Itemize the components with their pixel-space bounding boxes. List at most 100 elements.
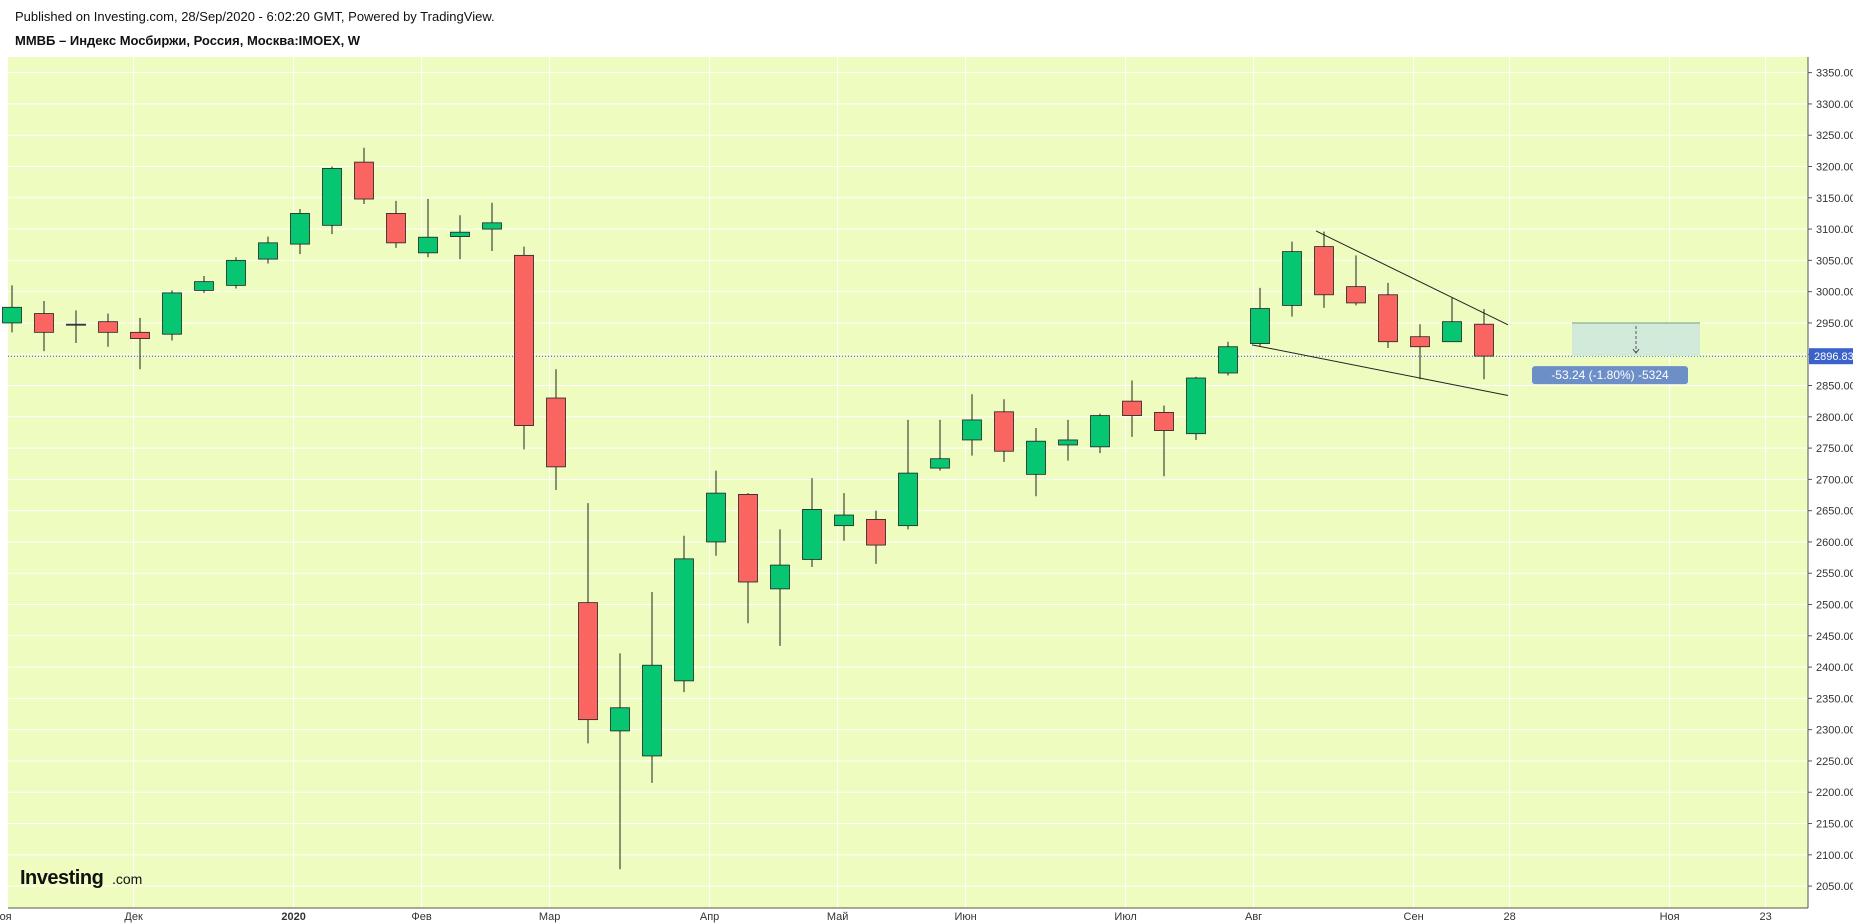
candle-body <box>706 492 726 543</box>
candle <box>610 653 630 870</box>
candle <box>834 493 854 541</box>
time-tick-label: Фев <box>411 911 431 923</box>
candle <box>738 493 758 624</box>
price-tick-label: 3250.00 <box>1816 130 1853 142</box>
candle-body <box>2 306 22 324</box>
candle <box>130 317 150 370</box>
last-price-tag <box>1809 348 1853 365</box>
candle-body <box>1154 412 1174 431</box>
candle-body <box>866 519 886 546</box>
candle <box>994 399 1014 462</box>
time-tick-label: 28 <box>1503 911 1515 923</box>
grid-lines <box>5 57 1808 908</box>
candle-body <box>386 213 406 244</box>
price-tick-label: 2150.00 <box>1816 819 1853 831</box>
candle-body <box>226 259 246 286</box>
candle <box>482 202 502 251</box>
price-tick-label: 2700.00 <box>1816 474 1853 486</box>
price-tick-label: 2550.00 <box>1816 568 1853 580</box>
price-tick-label: 2600.00 <box>1816 537 1853 549</box>
candle-body <box>354 161 374 200</box>
time-tick-label: 23 <box>1759 911 1771 923</box>
candle <box>162 290 182 341</box>
price-axis[interactable]: 2050.00 2100.00 2150.00 2200.00 2250.00 2300.… <box>1807 57 1853 908</box>
candle <box>2 285 22 333</box>
candle <box>66 310 86 343</box>
candle-body <box>674 558 694 682</box>
measure-arrow-head <box>1632 348 1640 354</box>
candle-body <box>194 281 214 291</box>
candle <box>1058 419 1078 461</box>
trendline <box>1315 230 1509 326</box>
price-tick-label: 3100.00 <box>1816 224 1853 236</box>
candle-body <box>1090 415 1110 448</box>
candle <box>1122 380 1142 437</box>
candle <box>258 236 278 264</box>
candle-body <box>162 292 182 335</box>
candle <box>418 199 438 258</box>
candle-body <box>802 509 822 560</box>
candle <box>1282 241 1302 317</box>
candle <box>546 369 566 491</box>
price-tick-label: 2250.00 <box>1816 756 1853 768</box>
candle <box>386 200 406 248</box>
price-tick-label: 3200.00 <box>1816 162 1853 174</box>
time-tick-label: Июн <box>954 911 976 923</box>
last-price-label: 2896.83 <box>1814 351 1853 363</box>
candle-body <box>290 213 310 245</box>
candle <box>1250 287 1270 347</box>
price-tick-label: 3300.00 <box>1816 99 1853 111</box>
candle-body <box>1346 286 1366 304</box>
price-tick-label: 2200.00 <box>1816 787 1853 799</box>
candle <box>898 419 918 530</box>
candle-body <box>1410 336 1430 348</box>
candle-body <box>1314 246 1334 296</box>
price-tick-label: 3150.00 <box>1816 193 1853 205</box>
candle <box>450 215 470 260</box>
candle <box>1410 324 1430 380</box>
time-tick-label: Июл <box>1114 911 1136 923</box>
candle-body <box>1282 251 1302 306</box>
price-tick-label: 2400.00 <box>1816 662 1853 674</box>
candle <box>674 535 694 693</box>
time-axis[interactable]: оя Дек 2020 Фев Мар Апр Май Июн Июл Авг Сен 28 Ноя 23 <box>0 907 1808 924</box>
time-tick-label: Сен <box>1404 911 1424 923</box>
candle <box>322 166 342 235</box>
candle <box>514 246 534 450</box>
price-tick-label: 2500.00 <box>1816 600 1853 612</box>
candle-body <box>642 664 662 757</box>
candle <box>930 419 950 471</box>
time-tick-label: Мар <box>539 911 561 923</box>
price-tick-label: 2950.00 <box>1816 318 1853 330</box>
candle-body <box>130 331 150 339</box>
candle-body <box>1186 377 1206 435</box>
candle-body <box>98 321 118 333</box>
price-tick-label: 3350.00 <box>1816 68 1853 80</box>
candle-body <box>898 472 918 527</box>
candle-body <box>1218 346 1238 374</box>
price-tick-label: 2100.00 <box>1816 850 1853 862</box>
candle <box>226 257 246 289</box>
time-tick-label: Авг <box>1245 911 1262 923</box>
candle-body <box>610 707 630 732</box>
candle <box>1474 309 1494 380</box>
candle-body <box>66 323 86 326</box>
candle-body <box>1026 440 1046 475</box>
candle-body <box>930 458 950 469</box>
candle <box>1378 282 1398 348</box>
candle-body <box>546 397 566 468</box>
price-axis-bg <box>1808 57 1853 908</box>
logo-word: Investing <box>20 867 103 889</box>
candle <box>1346 255 1366 306</box>
measure-tool[interactable]: -53.24 (-1.80%) -5324 <box>1532 322 1700 385</box>
candle-body <box>482 222 502 230</box>
candle <box>290 209 310 255</box>
candles-group <box>2 147 1494 870</box>
price-tick-label: 2850.00 <box>1816 381 1853 393</box>
candle-body <box>1122 400 1142 416</box>
price-tick-label: 2350.00 <box>1816 693 1853 705</box>
price-tick-label: 2450.00 <box>1816 631 1853 643</box>
candle-body <box>738 493 758 583</box>
price-tick-label: 2750.00 <box>1816 443 1853 455</box>
